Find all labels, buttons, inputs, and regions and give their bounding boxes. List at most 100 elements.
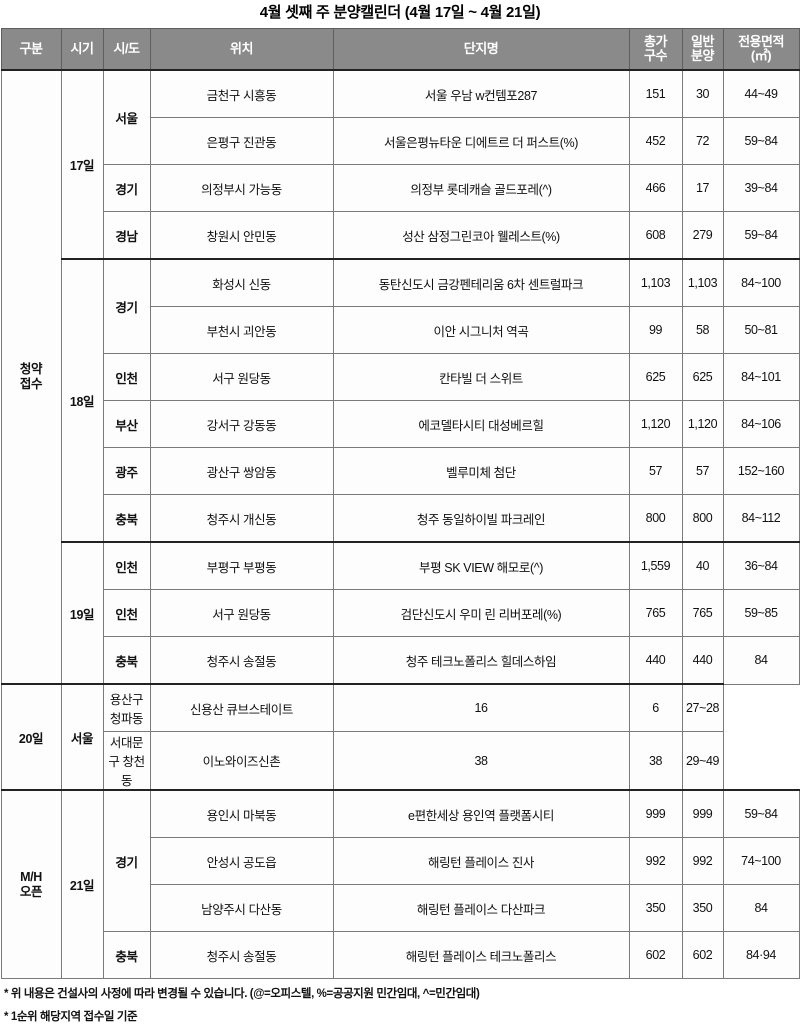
- cell-sigi: 17일: [60, 69, 104, 260]
- cell-total-households: 999: [628, 789, 683, 838]
- cell-total-households: 1,559: [628, 541, 683, 590]
- table-row: 경기 의정부시 가능동 의정부 롯데캐슬 골드포레(^) 466 17 39~84: [1, 164, 800, 212]
- cell-location: 안성시 공도읍: [149, 837, 334, 885]
- cell-total-households: 440: [628, 636, 683, 685]
- cell-complex-name: 청주 동일하이빌 파크레인: [332, 494, 630, 543]
- cell-total-households: 16: [332, 683, 630, 732]
- table-row: 은평구 진관동 서울은평뉴타운 디에트르 더 퍼스트(%) 452 72 59~84: [1, 117, 800, 165]
- column-header-general-supply: 일반 분양: [681, 28, 724, 71]
- cell-sido: 경기: [102, 258, 151, 354]
- table-row: 경남 창원시 안민동 성산 삼정그린코아 웰레스트(%) 608 279 59~84: [1, 211, 800, 260]
- cell-complex-name: 해링턴 플레이스 다산파크: [332, 884, 630, 932]
- table-body: 청약 접수 17일 서울 금천구 시흥동 서울 우남 w컨템포287 151 30 44~49 은…: [0, 69, 800, 979]
- cell-complex-name: 신용산 큐브스테이트: [149, 683, 334, 732]
- cell-exclusive-area: 84~101: [722, 353, 800, 401]
- cell-total-households: 608: [628, 211, 683, 260]
- cell-total-households: 99: [628, 306, 683, 354]
- table-header: 구분 시기 시/도 위치 단지명 총가 구수 일반 분양 전용면적 (㎡): [0, 28, 800, 71]
- cell-complex-name: e편한세상 용인역 플랫폼시티: [332, 789, 630, 838]
- cell-sigi: 18일: [60, 258, 104, 543]
- table-row: 충북 청주시 송절동 해링턴 플레이스 테크노폴리스 602 602 84·94: [1, 931, 800, 979]
- cell-total-households: 625: [628, 353, 683, 401]
- footnotes: * 위 내용은 건설사의 사정에 따라 변경될 수 있습니다. (@=오피스텔,…: [0, 979, 800, 1025]
- cell-total-households: 466: [628, 164, 683, 212]
- cell-sido: 인천: [102, 353, 151, 401]
- cell-exclusive-area: 29~49: [681, 731, 724, 791]
- cell-general-supply: 800: [681, 494, 724, 543]
- cell-general-supply: 72: [681, 117, 724, 165]
- cell-location: 서구 원당동: [149, 589, 334, 637]
- cell-general-supply: 58: [681, 306, 724, 354]
- cell-gubun-line1: 청약: [19, 362, 43, 376]
- cell-sido: 충북: [102, 636, 151, 685]
- footnote-1: * 위 내용은 건설사의 사정에 따라 변경될 수 있습니다. (@=오피스텔,…: [4, 988, 480, 1000]
- cell-location: 의정부시 가능동: [149, 164, 334, 212]
- cell-gubun: 청약 접수: [0, 69, 62, 685]
- cell-general-supply: 602: [681, 931, 724, 979]
- cell-exclusive-area: 36~84: [722, 541, 800, 590]
- cell-general-supply: 765: [681, 589, 724, 637]
- cell-general-supply: 38: [628, 731, 683, 791]
- cell-complex-name: 서울 우남 w컨템포287: [332, 69, 630, 118]
- cell-location: 화성시 신동: [149, 258, 334, 307]
- cell-complex-name: 벨루미체 첨단: [332, 447, 630, 495]
- cell-gubun: M/H 오픈: [0, 789, 62, 979]
- cell-complex-name: 의정부 롯데캐슬 골드포레(^): [332, 164, 630, 212]
- cell-sigi: 20일: [0, 683, 62, 791]
- cell-gubun-line2: 오픈: [19, 884, 43, 899]
- cell-gubun-line1: M/H: [20, 869, 42, 884]
- cell-exclusive-area: 50~81: [722, 306, 800, 354]
- column-header-ilban-line2: 분양: [691, 48, 714, 63]
- cell-complex-name: 성산 삼정그린코아 웰레스트(%): [332, 211, 630, 260]
- cell-location: 남양주시 다산동: [149, 884, 334, 932]
- column-header-danji: 단지명: [332, 28, 630, 71]
- table-row: 20일 서울 용산구 청파동 신용산 큐브스테이트 16 6 27~28: [0, 683, 799, 791]
- cell-general-supply: 40: [681, 541, 724, 590]
- cell-general-supply: 1,103: [681, 258, 724, 307]
- cell-exclusive-area: 44~49: [722, 69, 800, 118]
- table-row: 인천 서구 원당동 칸타빌 더 스위트 625 625 84~101: [1, 353, 800, 401]
- cell-location: 서대문구 창천동: [102, 731, 151, 791]
- cell-location: 강서구 강동동: [149, 400, 334, 448]
- cell-location: 창원시 안민동: [149, 211, 334, 260]
- cell-general-supply: 440: [681, 636, 724, 685]
- cell-total-households: 1,120: [628, 400, 683, 448]
- cell-exclusive-area: 84: [722, 636, 800, 685]
- cell-complex-name: 에코델타시티 대성베르힐: [332, 400, 630, 448]
- cell-exclusive-area: 84~106: [722, 400, 800, 448]
- column-header-wichi: 위치: [149, 28, 334, 71]
- cell-sido: 인천: [102, 589, 151, 637]
- cell-complex-name: 동탄신도시 금강펜테리움 6차 센트럴파크: [332, 258, 630, 307]
- cell-complex-name: 청주 테크노폴리스 힐데스하임: [332, 636, 630, 685]
- cell-sido: 부산: [102, 400, 151, 448]
- cell-sido: 서울: [102, 69, 151, 165]
- cell-exclusive-area: 152~160: [722, 447, 800, 495]
- cell-exclusive-area: 39~84: [722, 164, 800, 212]
- cell-exclusive-area: 59~84: [722, 789, 800, 838]
- cell-location: 청주시 송절동: [149, 636, 334, 685]
- cell-total-households: 38: [332, 731, 630, 791]
- cell-sigi: 21일: [60, 789, 104, 979]
- cell-general-supply: 279: [681, 211, 724, 260]
- cell-location: 은평구 진관동: [149, 117, 334, 165]
- cell-location: 서구 원당동: [149, 353, 334, 401]
- cell-sido: 서울: [60, 683, 104, 791]
- cell-location: 청주시 송절동: [149, 931, 334, 979]
- cell-exclusive-area: 84: [722, 884, 800, 932]
- column-header-sigi: 시기: [60, 28, 104, 71]
- supply-calendar-table: 구분 시기 시/도 위치 단지명 총가 구수 일반 분양 전용면적 (㎡): [0, 28, 800, 979]
- cell-total-households: 57: [628, 447, 683, 495]
- cell-gubun-line2: 접수: [19, 377, 43, 391]
- column-header-exclusive-area: 전용면적 (㎡): [722, 28, 800, 71]
- cell-complex-name: 서울은평뉴타운 디에트르 더 퍼스트(%): [332, 117, 630, 165]
- cell-exclusive-area: 84·94: [722, 931, 800, 979]
- column-header-total-households: 총가 구수: [628, 28, 683, 71]
- cell-complex-name: 칸타빌 더 스위트: [332, 353, 630, 401]
- cell-complex-name: 검단신도시 우미 린 리버포레(%): [332, 589, 630, 637]
- cell-general-supply: 999: [681, 789, 724, 838]
- cell-complex-name: 해링턴 플레이스 테크노폴리스: [332, 931, 630, 979]
- cell-exclusive-area: 59~85: [722, 589, 800, 637]
- table-row: 부천시 괴안동 이안 시그니처 역곡 99 58 50~81: [1, 306, 800, 354]
- column-header-area-line2: (㎡): [750, 48, 772, 63]
